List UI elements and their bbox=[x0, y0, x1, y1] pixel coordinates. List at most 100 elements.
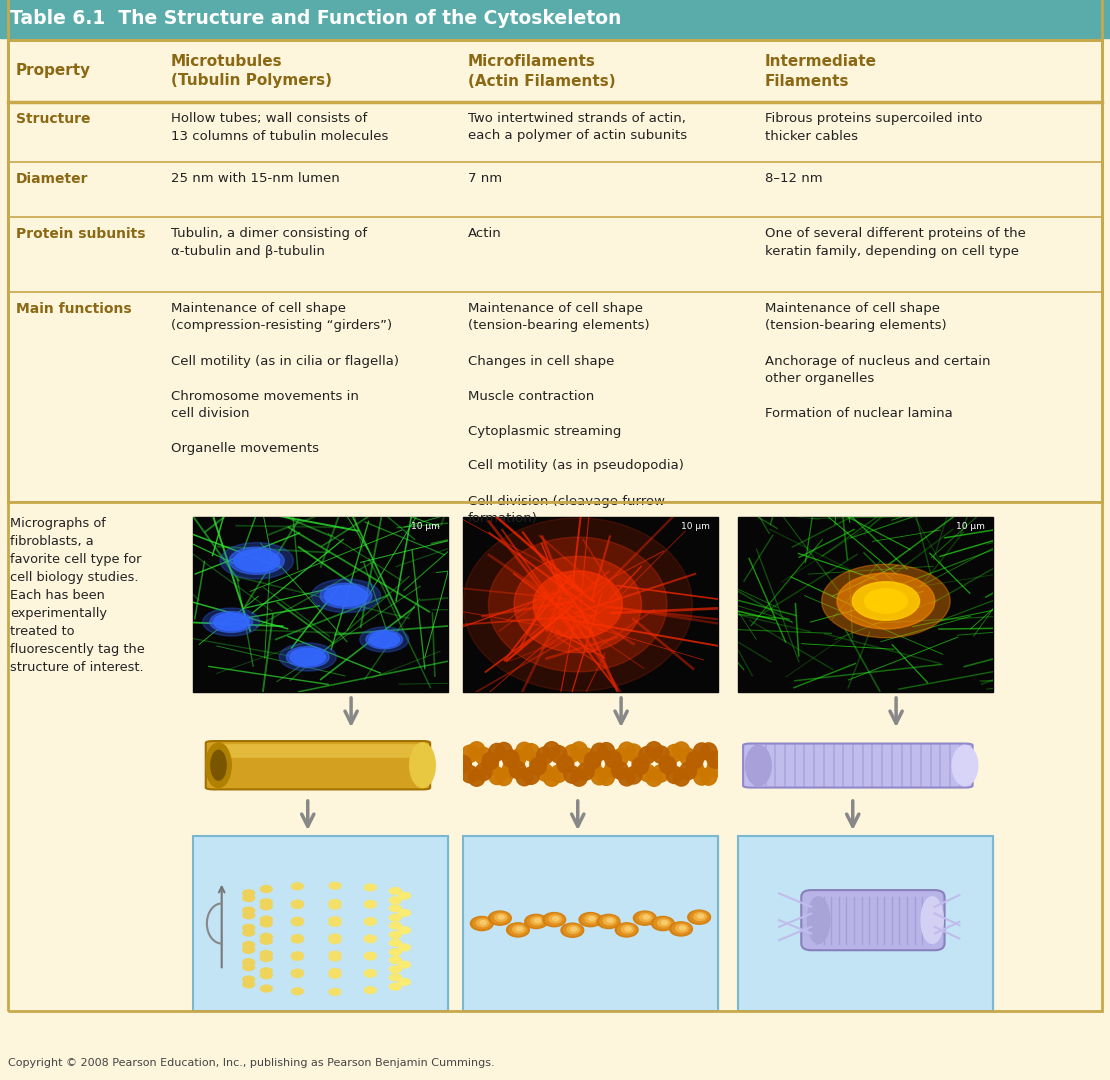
Ellipse shape bbox=[488, 743, 505, 760]
Text: One of several different proteins of the
keratin family, depending on cell type: One of several different proteins of the… bbox=[765, 227, 1026, 257]
Text: 8–12 nm: 8–12 nm bbox=[765, 172, 823, 185]
Text: 7 nm: 7 nm bbox=[468, 172, 502, 185]
Bar bbox=[738, 836, 993, 1011]
Text: Property: Property bbox=[16, 64, 91, 79]
Ellipse shape bbox=[625, 744, 642, 761]
Ellipse shape bbox=[329, 902, 341, 909]
Ellipse shape bbox=[390, 966, 402, 973]
Ellipse shape bbox=[364, 935, 376, 943]
Ellipse shape bbox=[612, 750, 628, 767]
Ellipse shape bbox=[320, 583, 372, 608]
Bar bbox=[0, 0, 1110, 38]
Ellipse shape bbox=[653, 765, 669, 782]
Ellipse shape bbox=[364, 901, 376, 907]
Ellipse shape bbox=[261, 903, 272, 909]
Ellipse shape bbox=[598, 743, 615, 760]
Ellipse shape bbox=[588, 917, 595, 920]
Ellipse shape bbox=[607, 919, 613, 922]
Ellipse shape bbox=[261, 899, 272, 906]
Text: (Tubulin Polymers): (Tubulin Polymers) bbox=[171, 73, 332, 89]
Ellipse shape bbox=[488, 767, 505, 784]
Text: (Actin Filaments): (Actin Filaments) bbox=[468, 73, 616, 89]
Ellipse shape bbox=[659, 754, 676, 771]
Ellipse shape bbox=[636, 913, 655, 923]
Ellipse shape bbox=[643, 915, 649, 919]
Text: Protein subunits: Protein subunits bbox=[16, 227, 145, 241]
Ellipse shape bbox=[498, 915, 504, 919]
Ellipse shape bbox=[463, 518, 693, 691]
Ellipse shape bbox=[523, 767, 539, 784]
Ellipse shape bbox=[364, 935, 376, 942]
Ellipse shape bbox=[536, 764, 553, 781]
Ellipse shape bbox=[821, 564, 950, 638]
Ellipse shape bbox=[687, 752, 704, 769]
Ellipse shape bbox=[509, 923, 527, 935]
Ellipse shape bbox=[390, 948, 402, 956]
Ellipse shape bbox=[364, 918, 376, 924]
Ellipse shape bbox=[865, 589, 907, 613]
Ellipse shape bbox=[211, 751, 226, 780]
Ellipse shape bbox=[653, 746, 669, 764]
Ellipse shape bbox=[329, 919, 341, 927]
Ellipse shape bbox=[527, 916, 546, 927]
Ellipse shape bbox=[390, 888, 402, 894]
Ellipse shape bbox=[605, 760, 622, 778]
Ellipse shape bbox=[646, 769, 663, 786]
FancyBboxPatch shape bbox=[213, 744, 423, 758]
FancyBboxPatch shape bbox=[205, 741, 431, 789]
Ellipse shape bbox=[509, 750, 526, 767]
Ellipse shape bbox=[553, 917, 558, 920]
Ellipse shape bbox=[673, 923, 690, 934]
Ellipse shape bbox=[390, 922, 402, 929]
Ellipse shape bbox=[482, 758, 498, 775]
Ellipse shape bbox=[852, 582, 919, 620]
Text: Main functions: Main functions bbox=[16, 302, 132, 316]
Ellipse shape bbox=[234, 550, 280, 572]
Ellipse shape bbox=[398, 944, 411, 950]
Ellipse shape bbox=[807, 896, 829, 944]
Ellipse shape bbox=[488, 912, 512, 926]
Ellipse shape bbox=[952, 745, 978, 786]
Ellipse shape bbox=[513, 926, 525, 933]
Bar bbox=[738, 517, 993, 692]
Ellipse shape bbox=[669, 922, 693, 936]
Ellipse shape bbox=[220, 542, 293, 579]
Ellipse shape bbox=[564, 766, 581, 783]
Text: Maintenance of cell shape
(compression-resisting “girders”)

Cell motility (as i: Maintenance of cell shape (compression-r… bbox=[171, 302, 398, 455]
Text: Filaments: Filaments bbox=[765, 73, 849, 89]
Ellipse shape bbox=[292, 951, 303, 959]
Ellipse shape bbox=[605, 751, 622, 768]
Ellipse shape bbox=[632, 757, 648, 774]
Text: Tubulin, a dimer consisting of
α-tubulin and β-tubulin: Tubulin, a dimer consisting of α-tubulin… bbox=[171, 227, 367, 257]
Ellipse shape bbox=[243, 976, 254, 983]
Ellipse shape bbox=[292, 934, 303, 942]
Ellipse shape bbox=[390, 896, 402, 904]
Ellipse shape bbox=[516, 742, 533, 759]
Ellipse shape bbox=[673, 769, 689, 786]
Bar bbox=[8, 40, 1102, 502]
Ellipse shape bbox=[243, 946, 254, 954]
Ellipse shape bbox=[261, 985, 272, 993]
Bar bbox=[8, 40, 1102, 102]
Ellipse shape bbox=[243, 963, 254, 971]
Ellipse shape bbox=[694, 768, 710, 785]
Ellipse shape bbox=[514, 556, 642, 652]
Ellipse shape bbox=[329, 882, 341, 889]
Bar bbox=[738, 836, 993, 1011]
Ellipse shape bbox=[544, 769, 559, 786]
Ellipse shape bbox=[837, 573, 935, 629]
Text: Intermediate: Intermediate bbox=[765, 54, 877, 68]
Ellipse shape bbox=[462, 745, 478, 762]
Ellipse shape bbox=[329, 917, 341, 923]
Ellipse shape bbox=[491, 913, 509, 923]
Ellipse shape bbox=[369, 632, 400, 647]
Ellipse shape bbox=[243, 912, 254, 919]
Ellipse shape bbox=[398, 892, 411, 899]
Ellipse shape bbox=[598, 768, 615, 785]
Ellipse shape bbox=[639, 765, 656, 782]
Ellipse shape bbox=[533, 571, 623, 638]
Ellipse shape bbox=[364, 953, 376, 959]
Ellipse shape bbox=[243, 981, 254, 988]
Ellipse shape bbox=[654, 918, 673, 929]
Ellipse shape bbox=[506, 922, 529, 937]
